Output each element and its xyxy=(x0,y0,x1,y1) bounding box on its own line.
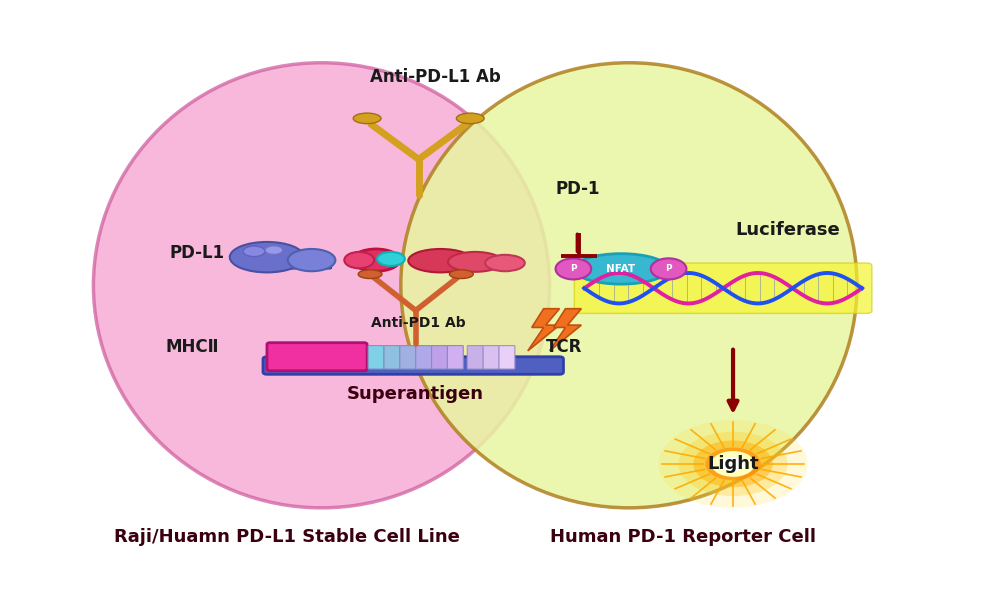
Text: MHCⅡ: MHCⅡ xyxy=(166,338,219,356)
Text: Raji/Huamn PD-L1 Stable Cell Line: Raji/Huamn PD-L1 Stable Cell Line xyxy=(114,528,460,546)
Circle shape xyxy=(711,451,755,477)
Polygon shape xyxy=(528,309,560,351)
Ellipse shape xyxy=(377,252,405,266)
FancyBboxPatch shape xyxy=(400,346,416,369)
Text: PD-L1: PD-L1 xyxy=(170,244,225,262)
Ellipse shape xyxy=(485,255,525,271)
Ellipse shape xyxy=(358,270,382,279)
FancyBboxPatch shape xyxy=(263,357,563,374)
Circle shape xyxy=(659,420,807,508)
Text: TCR: TCR xyxy=(546,338,583,356)
Text: NFAT: NFAT xyxy=(606,264,636,274)
Circle shape xyxy=(678,432,788,496)
Polygon shape xyxy=(550,309,581,351)
Ellipse shape xyxy=(344,252,374,268)
Circle shape xyxy=(693,441,773,487)
FancyBboxPatch shape xyxy=(499,346,515,369)
Text: PD-1: PD-1 xyxy=(555,179,600,198)
FancyBboxPatch shape xyxy=(278,257,331,269)
Ellipse shape xyxy=(93,63,550,508)
FancyBboxPatch shape xyxy=(384,346,400,369)
Ellipse shape xyxy=(353,113,381,124)
Ellipse shape xyxy=(574,254,668,284)
Ellipse shape xyxy=(408,249,473,273)
Text: Luciferase: Luciferase xyxy=(735,220,840,239)
FancyBboxPatch shape xyxy=(467,346,483,369)
Ellipse shape xyxy=(401,63,857,508)
Text: Anti-PD-L1 Ab: Anti-PD-L1 Ab xyxy=(370,68,501,86)
FancyBboxPatch shape xyxy=(368,346,384,369)
Ellipse shape xyxy=(449,270,473,279)
Text: Human PD-1 Reporter Cell: Human PD-1 Reporter Cell xyxy=(550,528,816,546)
Text: P: P xyxy=(665,264,672,273)
Text: P: P xyxy=(570,264,577,273)
Text: Light: Light xyxy=(707,455,759,473)
FancyBboxPatch shape xyxy=(483,346,499,369)
FancyBboxPatch shape xyxy=(416,346,432,369)
FancyBboxPatch shape xyxy=(574,263,872,314)
Ellipse shape xyxy=(265,246,283,255)
FancyBboxPatch shape xyxy=(432,346,447,369)
Ellipse shape xyxy=(288,249,335,271)
Ellipse shape xyxy=(243,246,265,257)
FancyBboxPatch shape xyxy=(267,343,367,371)
Text: Anti-PD1 Ab: Anti-PD1 Ab xyxy=(371,317,466,330)
Circle shape xyxy=(721,457,745,471)
Text: Superantigen: Superantigen xyxy=(347,385,484,403)
Circle shape xyxy=(556,258,591,279)
Ellipse shape xyxy=(352,249,400,271)
Circle shape xyxy=(705,447,761,481)
FancyBboxPatch shape xyxy=(447,346,463,369)
Ellipse shape xyxy=(448,252,502,272)
Ellipse shape xyxy=(456,113,484,124)
Ellipse shape xyxy=(230,242,304,273)
Circle shape xyxy=(651,258,686,279)
